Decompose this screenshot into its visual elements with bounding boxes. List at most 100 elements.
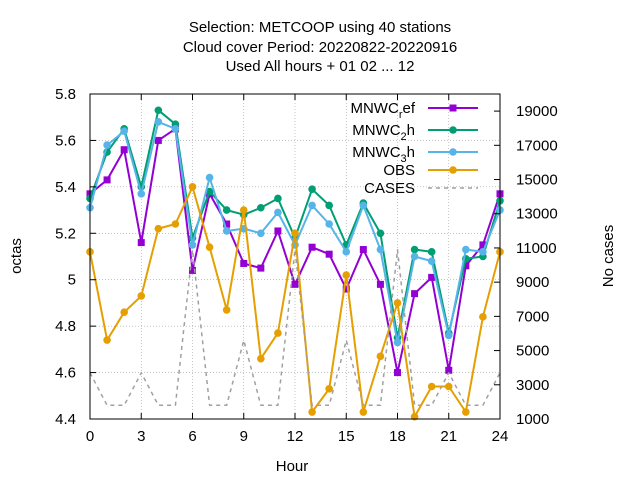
data-point [462, 408, 470, 416]
data-point [120, 308, 128, 317]
series-cases [89, 248, 501, 407]
data-point [171, 220, 180, 228]
data-point [325, 385, 333, 393]
data-point [154, 118, 163, 126]
data-point [394, 369, 401, 377]
data-point [444, 382, 453, 391]
data-point [325, 201, 333, 210]
data-point [411, 290, 419, 298]
data-point [342, 285, 350, 293]
data-point [325, 220, 333, 228]
data-point [171, 125, 180, 133]
y-tick-label: 4.6 [55, 365, 76, 382]
data-point [189, 266, 196, 274]
legend-entry: MNWCref [350, 100, 478, 121]
legend-entry: MNWC3h [352, 144, 478, 165]
y-tick-label: 5.8 [55, 86, 76, 103]
y2-tick-label: 15000 [516, 172, 558, 189]
data-point [154, 106, 163, 115]
x-tick-label: 6 [188, 428, 196, 445]
y-tick-label: 5 [68, 272, 76, 289]
legend-label: MNWC3h [352, 144, 415, 165]
data-point [188, 183, 197, 191]
data-point [137, 292, 146, 300]
data-point [376, 352, 385, 361]
y2-tick-label: 7000 [516, 308, 549, 325]
y2-tick-label: 5000 [516, 343, 549, 360]
y-tick-label: 4.4 [55, 411, 76, 428]
y2-tick-label: 1000 [516, 411, 549, 428]
data-point [462, 245, 470, 254]
data-point [427, 248, 436, 256]
legend-label: OBS [383, 162, 415, 179]
x-tick-label: 12 [287, 428, 304, 445]
data-point [308, 185, 316, 193]
data-point [428, 273, 436, 281]
data-point [257, 229, 265, 238]
y2-tick-label: 3000 [516, 377, 549, 394]
x-tick-label: 24 [492, 428, 509, 445]
data-point [274, 329, 282, 337]
data-point [188, 241, 197, 249]
legend-entry: OBS [383, 162, 478, 179]
data-point [154, 136, 162, 144]
data-point [103, 336, 111, 344]
y2-tick-label: 11000 [516, 240, 557, 257]
y-axis-label: octas [8, 238, 25, 274]
chart-title-line-2: Cloud cover Period: 20220822-20220916 [183, 39, 457, 56]
data-point [308, 201, 316, 210]
data-point [410, 252, 419, 261]
data-point [376, 280, 384, 288]
data-point [103, 141, 111, 149]
data-point [449, 166, 457, 174]
data-point [257, 203, 265, 212]
data-point [479, 313, 487, 321]
x-tick-label: 15 [338, 428, 355, 445]
y2-tick-label: 13000 [516, 206, 558, 223]
x-tick-label: 0 [86, 428, 94, 445]
y-tick-label: 4.8 [55, 318, 76, 335]
legend-label: MNWC2h [352, 122, 415, 143]
y2-tick-label: 9000 [516, 274, 549, 291]
y-tick-label: 5.4 [55, 179, 76, 196]
data-point [240, 259, 248, 267]
data-point [376, 229, 385, 238]
data-point [359, 201, 368, 210]
data-point [449, 104, 457, 112]
legend-entry: CASES [364, 180, 478, 197]
y2-tick-label: 19000 [516, 103, 558, 120]
data-point [359, 408, 368, 416]
data-point [274, 227, 282, 235]
data-point [479, 241, 487, 249]
x-tick-label: 3 [137, 428, 145, 445]
data-point [223, 220, 231, 228]
data-point [427, 382, 436, 391]
data-point [291, 229, 299, 238]
data-point [342, 271, 351, 279]
data-point [239, 206, 248, 214]
data-point [449, 126, 457, 134]
data-point [462, 262, 470, 270]
y-tick-label: 5.6 [55, 132, 76, 149]
data-point [205, 243, 214, 252]
data-point [393, 299, 402, 307]
data-point [205, 173, 214, 182]
data-point [359, 246, 367, 254]
x-tick-label: 9 [240, 428, 248, 445]
data-point [427, 257, 436, 265]
data-point [137, 239, 145, 247]
data-point [449, 148, 457, 156]
data-point [154, 224, 163, 233]
data-point [120, 146, 128, 154]
data-point [444, 331, 453, 340]
legend-label: CASES [364, 180, 415, 197]
data-point [393, 338, 402, 347]
data-point [257, 354, 265, 363]
data-point [103, 176, 111, 184]
data-point [342, 248, 351, 256]
data-point [479, 248, 487, 256]
y2-axis-ticks: 1000 3000 5000 7000 9000 11000 13000 15000 17000… [494, 103, 558, 428]
data-point [325, 250, 333, 258]
data-point [410, 245, 419, 254]
